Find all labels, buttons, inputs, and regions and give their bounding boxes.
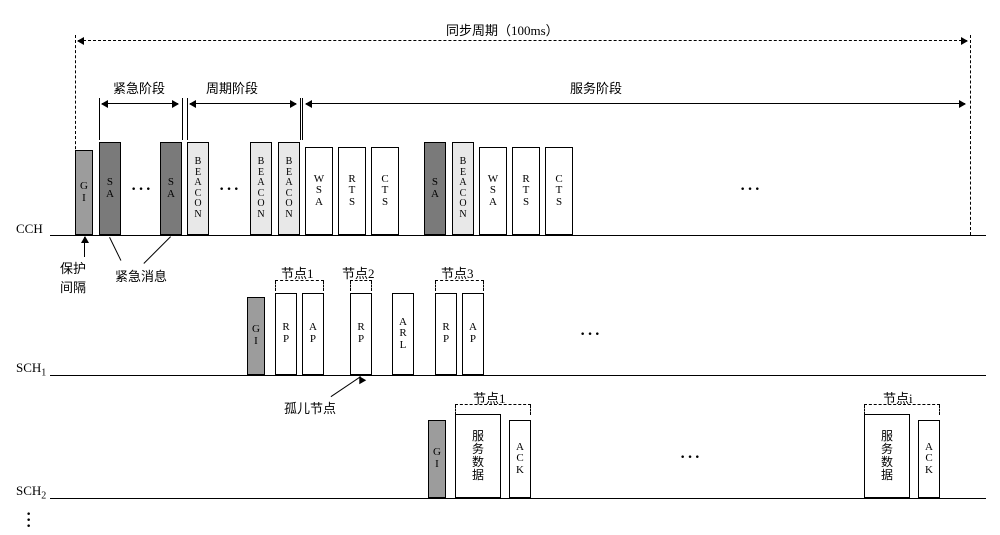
sch1-rp-2: RP xyxy=(350,293,372,375)
cch-cts-2: CTS xyxy=(545,147,573,235)
sync-right-guide xyxy=(970,35,971,235)
sch2-node1-range xyxy=(455,404,531,414)
sch2-baseline xyxy=(50,498,986,499)
cch-ellipsis-3: ··· xyxy=(740,181,762,199)
sch1-node2-range xyxy=(350,280,372,290)
phase-emergency-label: 紧急阶段 xyxy=(113,78,165,97)
guard-interval-label: 保护间隔 xyxy=(60,258,86,296)
cch-beacon-3: BEACON xyxy=(278,142,300,235)
sch2-ack-1: ACK xyxy=(509,420,531,498)
cch-sa-1: SA xyxy=(99,142,121,235)
sch1-rp-3: RP xyxy=(435,293,457,375)
guard-arrow xyxy=(84,237,85,257)
cch-beacon-2: BEACON xyxy=(250,142,272,235)
cch-wsa-2: WSA xyxy=(479,147,507,235)
emerg-l xyxy=(99,98,100,140)
orphan-label: 孤儿节点 xyxy=(284,398,336,417)
emerg-bar xyxy=(102,103,178,104)
cch-beacon-1: BEACON xyxy=(187,142,209,235)
sch1-arl: ARL xyxy=(392,293,414,375)
row-sch1-label: SCH1 xyxy=(16,360,46,379)
sch1-baseline xyxy=(50,375,986,376)
phase-service-label: 服务阶段 xyxy=(570,78,622,97)
sch1-gi: GI xyxy=(247,297,265,375)
per-l xyxy=(187,98,188,140)
cch-rts-1: RTS xyxy=(338,147,366,235)
svc-l xyxy=(302,98,303,140)
timing-diagram: 同步周期（100ms） 紧急阶段 周期阶段 服务阶段 CCH GI SA ···… xyxy=(0,0,1000,532)
cch-gi: GI xyxy=(75,150,93,235)
sch2-svc-i: 服务数据 xyxy=(864,414,910,498)
sch1-ap-1: AP xyxy=(302,293,324,375)
emerg-r xyxy=(182,98,183,140)
sch2-gi: GI xyxy=(428,420,446,498)
cch-ellipsis-2: ··· xyxy=(219,181,241,199)
cch-sa-2: SA xyxy=(160,142,182,235)
cch-cts-1: CTS xyxy=(371,147,399,235)
cch-ellipsis-1: ··· xyxy=(131,181,153,199)
sch2-ellipsis: ··· xyxy=(680,449,702,467)
urgent-line-1 xyxy=(109,237,121,261)
sync-period-label: 同步周期（100ms） xyxy=(446,20,559,39)
row-cch-label: CCH xyxy=(16,221,43,237)
row-sch2-label: SCH2 xyxy=(16,483,46,502)
urgent-line-2 xyxy=(143,236,171,264)
sch2-svc-1: 服务数据 xyxy=(455,414,501,498)
svc-bar xyxy=(306,103,965,104)
cch-beacon-4: BEACON xyxy=(452,142,474,235)
sch1-node3-range xyxy=(435,280,484,290)
urgent-msg-label: 紧急消息 xyxy=(115,266,167,285)
cch-sa-3: SA xyxy=(424,142,446,235)
sch1-node1-range xyxy=(275,280,324,290)
per-bar xyxy=(190,103,296,104)
sch2-nodei-range xyxy=(864,404,940,414)
cch-baseline xyxy=(50,235,986,236)
cch-rts-2: RTS xyxy=(512,147,540,235)
cch-wsa-1: WSA xyxy=(305,147,333,235)
sync-period-arrow xyxy=(78,40,967,41)
sch1-ap-3: AP xyxy=(462,293,484,375)
more-rows-dots: ··· xyxy=(26,512,31,530)
sch1-rp-1: RP xyxy=(275,293,297,375)
sch1-ellipsis: ··· xyxy=(580,326,602,344)
phase-periodic-label: 周期阶段 xyxy=(206,78,258,97)
per-r xyxy=(300,98,301,140)
sch2-ack-i: ACK xyxy=(918,420,940,498)
